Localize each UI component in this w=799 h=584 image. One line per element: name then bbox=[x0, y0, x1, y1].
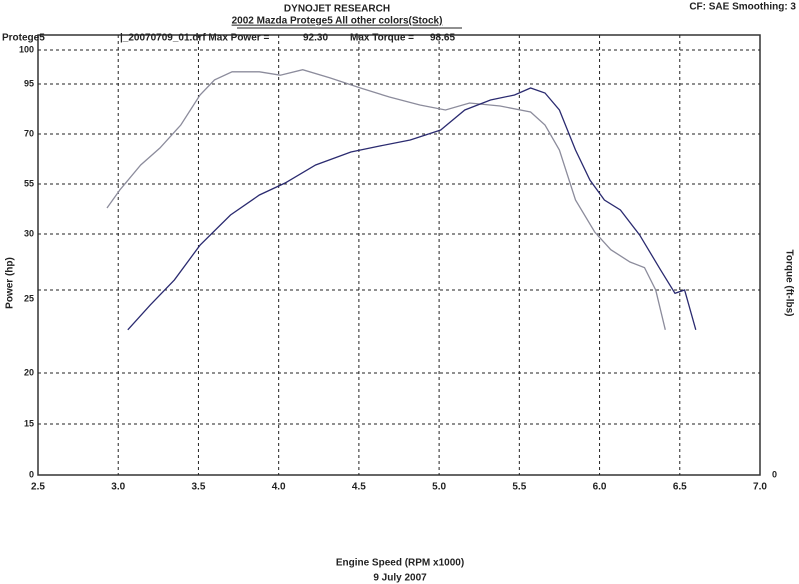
corner-note: CF: SAE Smoothing: 3 bbox=[689, 2, 796, 13]
run-name: Protege5 bbox=[2, 33, 45, 44]
y-tick-label: 55 bbox=[24, 178, 34, 188]
chart-title: DYNOJET RESEARCH bbox=[284, 4, 390, 15]
date: 9 July 2007 bbox=[373, 573, 427, 584]
x-tick-label: 5.0 bbox=[432, 482, 446, 493]
x-axis-label: Engine Speed (RPM x1000) bbox=[336, 558, 464, 569]
x-tick-label: 4.0 bbox=[272, 482, 286, 493]
x-tick-label: 7.0 bbox=[753, 482, 767, 493]
y-tick-label: 0 bbox=[29, 469, 34, 479]
x-tick-label: 3.5 bbox=[191, 482, 205, 493]
annotation: |_20070709_01.drf Max Power = bbox=[120, 33, 269, 44]
annotation: 98.65 bbox=[430, 33, 455, 44]
x-tick-label: 5.5 bbox=[512, 482, 526, 493]
x-tick-label: 6.5 bbox=[673, 482, 687, 493]
chart-subtitle: 2002 Mazda Protege5 All other colors(Sto… bbox=[232, 16, 443, 27]
plot-area bbox=[37, 34, 761, 476]
y-tick-label: 25 bbox=[24, 293, 34, 303]
y-tick-label: 95 bbox=[24, 78, 34, 88]
y-axis-label: Power (hp) bbox=[5, 257, 16, 309]
y-tick-label: 70 bbox=[24, 128, 34, 138]
y-tick-label: 15 bbox=[24, 418, 34, 428]
x-tick-label: 4.5 bbox=[352, 482, 366, 493]
x-tick-label: 2.5 bbox=[31, 482, 45, 493]
x-tick-label: 3.0 bbox=[111, 482, 125, 493]
annotation: Max Torque = bbox=[350, 33, 414, 44]
y2-tick-label: 0 bbox=[772, 469, 777, 479]
series-line bbox=[127, 87, 697, 331]
annotation: 92.30 bbox=[303, 33, 328, 44]
y2-axis-label: Torque (ft-lbs) bbox=[783, 249, 794, 316]
series-line bbox=[106, 69, 666, 330]
y-tick-label: 20 bbox=[24, 367, 34, 377]
y-tick-label: 100 bbox=[19, 44, 34, 54]
y-tick-label: 30 bbox=[24, 228, 34, 238]
x-tick-label: 6.0 bbox=[593, 482, 607, 493]
